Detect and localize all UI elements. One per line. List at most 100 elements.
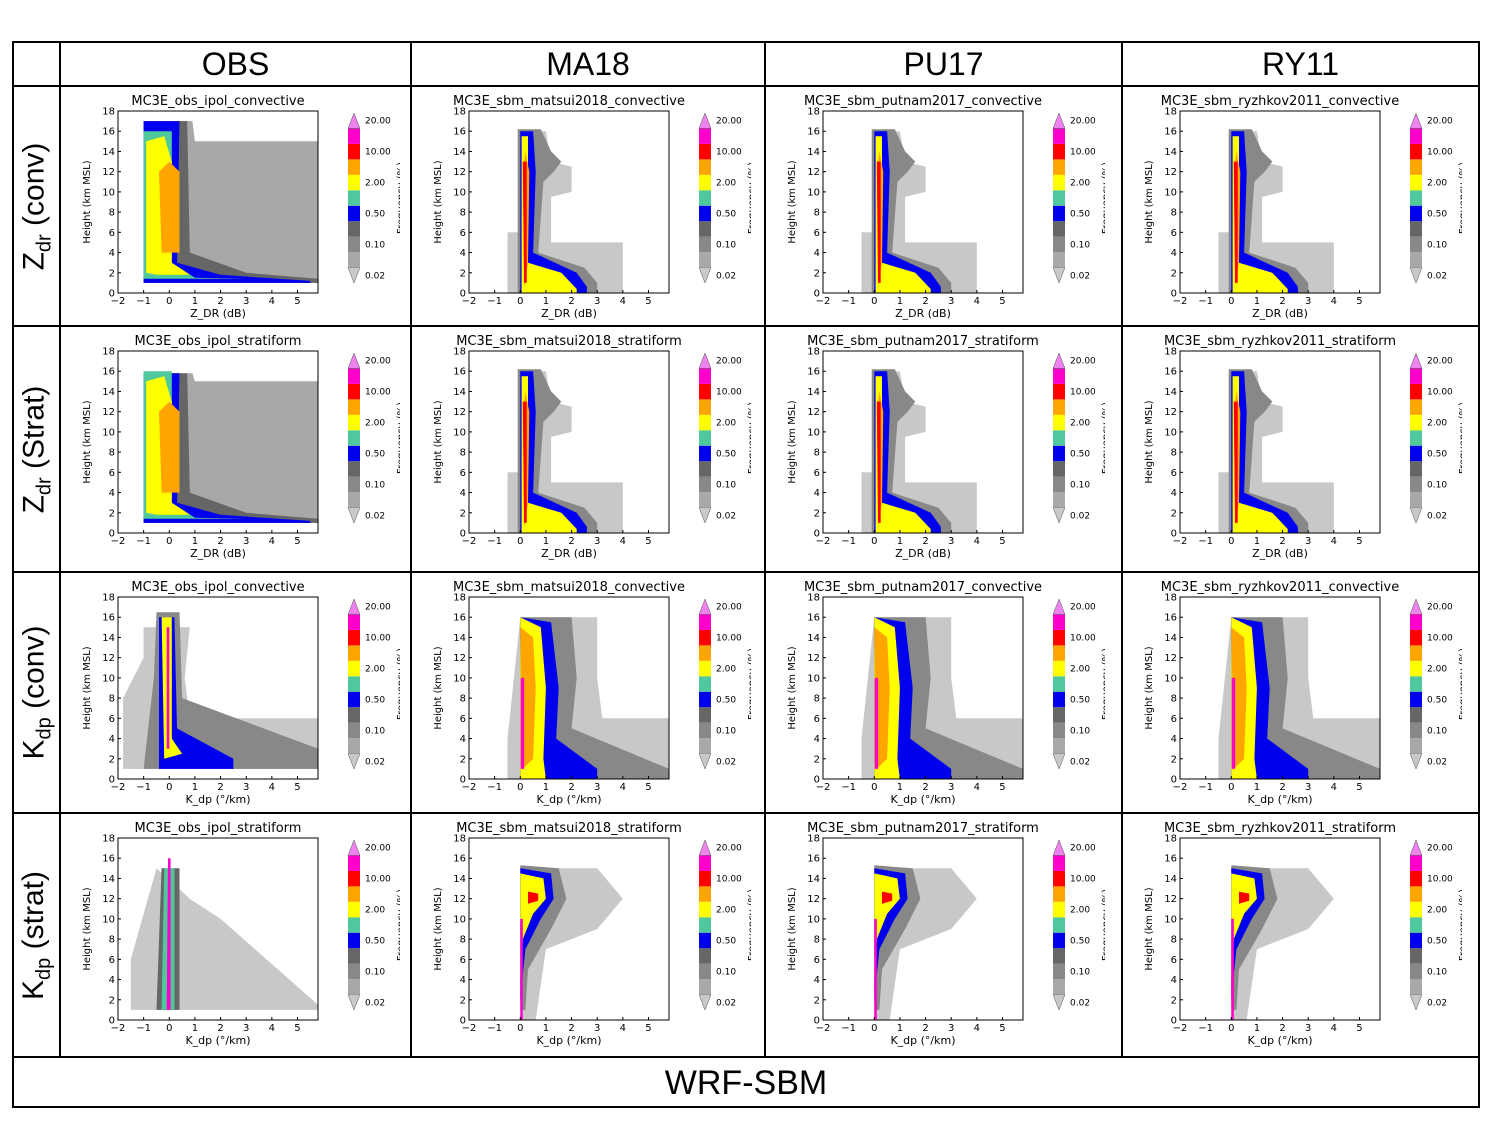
chart-title: MC3E_sbm_ryzhkov2011_convective: [1161, 580, 1399, 595]
colorbar-tick-label: 2.00: [716, 906, 736, 916]
footer-label: WRF-SBM: [664, 1064, 828, 1102]
colorbar-segment: [699, 722, 711, 739]
x-tick-label: −2: [816, 296, 831, 307]
colorbar-segment: [348, 932, 360, 949]
y-tick-label: 16: [453, 613, 466, 624]
x-tick-label: 0: [166, 536, 172, 547]
frequency-contour-1: [517, 129, 598, 293]
colorbar-segment: [348, 979, 360, 995]
x-tick-label: −1: [487, 1023, 502, 1034]
colorbar-tick-label: 2.00: [1427, 179, 1447, 189]
colorbar-segment: [1409, 352, 1423, 369]
chart-panel-1-3: MC3E_sbm_putnam2017_convective −2 −1 0 1 2 3 4 5…: [765, 91, 1122, 323]
y-tick-label: 0: [109, 289, 115, 300]
frequency-contour-5: [1233, 401, 1238, 523]
colorbar-segment: [698, 507, 712, 524]
colorbar-segment: [1053, 917, 1065, 933]
colorbar-tick-label: 0.02: [716, 998, 736, 1008]
colorbar-tick-label: 20.00: [1427, 844, 1453, 854]
x-tick-label: 1: [192, 1023, 198, 1034]
colorbar-segment: [699, 963, 711, 980]
y-tick-label: 4: [460, 248, 466, 259]
frequency-contour-3: [875, 136, 931, 293]
row-header-suffix: (conv): [17, 625, 51, 718]
chart-panel-2-4: MC3E_sbm_ryzhkov2011_stratiform −2 −1 0 1 2 3 4…: [1122, 331, 1479, 569]
row-header-label: Kdp (conv): [17, 626, 56, 760]
frequency-contour-4: [874, 627, 890, 769]
x-tick-label: 1: [543, 782, 549, 793]
x-tick-label: −1: [1198, 1023, 1213, 1034]
colorbar-segment: [699, 492, 711, 508]
colorbar-tick-label: 2.00: [1070, 665, 1090, 675]
chart-title: MC3E_sbm_putnam2017_stratiform: [807, 821, 1039, 836]
x-tick-label: 5: [1356, 296, 1362, 307]
frequency-contour-1: [1228, 369, 1309, 533]
colorbar-segment: [347, 112, 361, 129]
colorbar-tick-label: 0.02: [1070, 757, 1090, 767]
frequency-contour-3: [521, 136, 577, 293]
colorbar-tick-label: 20.00: [1070, 844, 1096, 854]
x-tick-label: 2: [568, 1023, 574, 1034]
chart-title: MC3E_sbm_putnam2017_stratiform: [807, 334, 1039, 349]
colorbar-segment: [699, 383, 711, 400]
plot-frame: [822, 350, 1024, 534]
colorbar-tick-label: 2.00: [1070, 419, 1090, 429]
x-tick-label: 4: [1331, 296, 1337, 307]
colorbar-tick-label: 0.50: [365, 936, 385, 946]
frequency-contours: [1218, 129, 1334, 293]
x-tick-label: 3: [243, 296, 249, 307]
x-tick-label: −2: [111, 1023, 126, 1034]
x-tick-label: −2: [816, 782, 831, 793]
heatmap-panel: MC3E_obs_ipol_stratiform−2 −1 0 1 2 3 4 5024681…: [82, 334, 407, 560]
colorbar-tick-label: 20.00: [1427, 357, 1453, 367]
y-axis-label: Height (km MSL): [433, 400, 444, 483]
colorbar-segment: [698, 753, 712, 770]
y-tick-label: 0: [1171, 289, 1177, 300]
x-tick-label: −2: [816, 1023, 831, 1034]
x-tick-label: −2: [1173, 296, 1188, 307]
colorbar-segment: [699, 870, 711, 887]
y-tick-label: 2: [1171, 508, 1177, 519]
colorbar-segment: [348, 870, 360, 887]
colorbar-tick-label: 10.00: [365, 875, 391, 885]
y-tick-label: 14: [1164, 633, 1177, 644]
frequency-contours: [520, 865, 623, 1020]
chart-title: MC3E_obs_ipol_stratiform: [135, 334, 302, 349]
colorbar-label: Frequency (%): [1101, 889, 1105, 961]
y-tick-label: 16: [807, 127, 820, 138]
colorbar-segment: [1410, 707, 1422, 723]
colorbar-segment: [1052, 598, 1066, 615]
colorbar-segment: [1410, 159, 1422, 175]
colorbar-segment: [699, 886, 711, 902]
colorbar-segment: [348, 722, 360, 739]
row-header-label: Zdr (conv): [17, 142, 56, 270]
frequency-contour-3: [166, 858, 171, 1010]
colorbar-segment: [699, 221, 711, 237]
colorbar-tick-label: 0.10: [1427, 726, 1447, 736]
x-tick-label: 0: [1228, 1023, 1234, 1034]
y-tick-label: 18: [807, 107, 820, 118]
y-tick-label: 2: [814, 754, 820, 765]
x-tick-label: −1: [487, 536, 502, 547]
colorbar-tick-label: 10.00: [1070, 634, 1096, 644]
x-tick-label: −1: [487, 782, 502, 793]
y-tick-label: 14: [453, 147, 466, 158]
y-tick-label: 2: [460, 508, 466, 519]
x-tick-label: 5: [1356, 1023, 1362, 1034]
y-tick-label: 8: [109, 935, 115, 946]
frequency-contours: [1231, 865, 1334, 1020]
x-tick-label: −2: [1173, 782, 1188, 793]
y-tick-label: 4: [814, 975, 820, 986]
colorbar-segment: [699, 414, 711, 431]
colorbar-label: Frequency (%): [396, 648, 400, 720]
y-tick-label: 0: [109, 1016, 115, 1027]
x-tick-label: 0: [517, 296, 523, 307]
y-tick-label: 2: [814, 995, 820, 1006]
x-tick-label: −2: [1173, 1023, 1188, 1034]
colorbar-segment: [1053, 645, 1065, 661]
plot-frame: [117, 596, 319, 780]
colorbar-segment: [348, 948, 360, 964]
colorbar-segment: [1409, 598, 1423, 615]
y-tick-label: 14: [807, 633, 820, 644]
